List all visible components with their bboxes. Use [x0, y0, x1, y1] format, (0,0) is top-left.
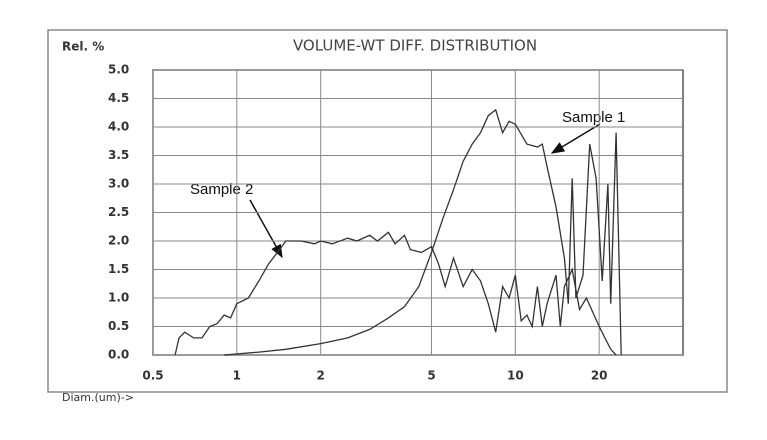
series-line: [174, 231, 617, 356]
x-tick-label: 5: [427, 369, 435, 383]
x-tick-label: 20: [591, 369, 608, 383]
y-axis-label: Rel. %: [62, 40, 104, 54]
x-axis-label: Diam.(um)->: [62, 391, 134, 404]
x-tick-label: 2: [316, 369, 324, 383]
y-tick-label: 4.5: [108, 91, 129, 105]
series-line: [224, 108, 622, 356]
chart-title: VOLUME-WT DIFF. DISTRIBUTION: [293, 37, 537, 55]
frame: [47, 29, 728, 393]
y-tick-label: 4.0: [108, 120, 129, 134]
y-tick-label: 1.0: [108, 291, 129, 305]
series-annotation: Sample 2: [190, 181, 253, 198]
y-tick-label: 0.5: [108, 319, 129, 333]
annotation-arrow: [249, 199, 283, 259]
series-annotation: Sample 1: [562, 109, 625, 126]
x-tick-label: 0.5: [142, 369, 163, 383]
y-tick-label: 0.0: [108, 348, 129, 362]
x-tick-label: 10: [507, 369, 524, 383]
y-tick-label: 3.0: [108, 177, 129, 191]
y-tick-label: 2.5: [108, 205, 129, 219]
y-tick-label: 3.5: [108, 148, 129, 162]
annotation-arrow: [550, 123, 601, 154]
x-tick-label: 1: [233, 369, 241, 383]
y-tick-label: 5.0: [108, 63, 129, 77]
y-tick-label: 2.0: [108, 234, 129, 248]
y-tick-label: 1.5: [108, 262, 129, 276]
